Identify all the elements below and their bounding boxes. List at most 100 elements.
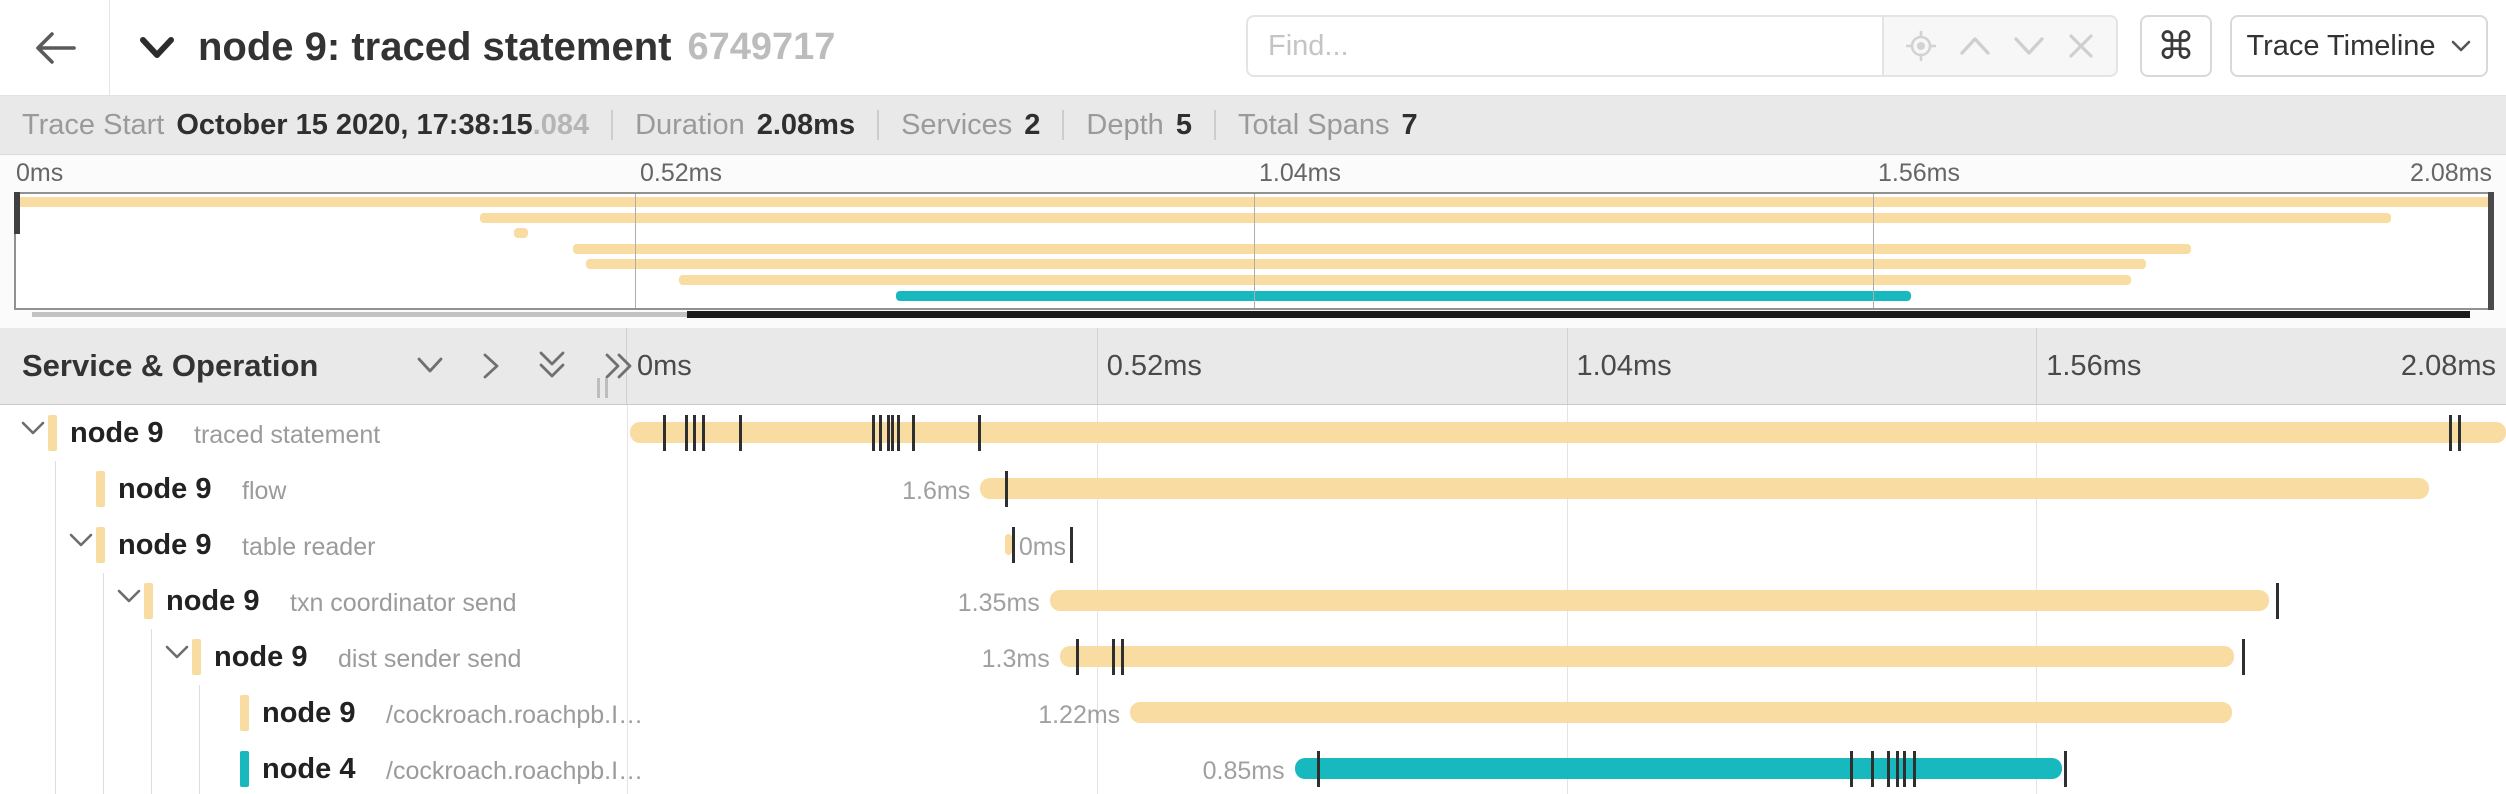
span-log-tick[interactable]	[1076, 639, 1080, 675]
summary-value: October 15 2020, 17:38:15	[176, 108, 533, 141]
summary-label: Duration	[635, 108, 745, 141]
span-log-tick[interactable]	[693, 415, 697, 451]
span-log-tick[interactable]	[663, 415, 667, 451]
span-row[interactable]: node 9 dist sender send 1.3ms	[0, 629, 2506, 685]
back-button[interactable]	[0, 0, 110, 95]
span-bar[interactable]	[980, 478, 2430, 499]
span-row[interactable]: node 4/cockroach.roachpb.I… 0.85ms	[0, 741, 2506, 794]
span-log-tick[interactable]	[2275, 583, 2279, 619]
span-bar[interactable]	[1004, 534, 1012, 555]
span-service-name[interactable]: node 4	[262, 753, 356, 785]
span-log-tick[interactable]	[1112, 639, 1116, 675]
minimap-ruler-label: 1.56ms	[1878, 159, 1960, 187]
span-operation-name[interactable]: /cockroach.roachpb.I…	[386, 701, 644, 729]
minimap-drag-handle-right[interactable]	[2488, 192, 2494, 310]
collapse-one-icon[interactable]	[415, 356, 445, 376]
span-bar[interactable]	[1130, 702, 2233, 723]
summary-label: Depth	[1086, 108, 1164, 141]
span-service-name[interactable]: node 9	[166, 585, 260, 617]
span-bar[interactable]	[1059, 646, 2235, 667]
summary-separator	[877, 110, 880, 140]
span-log-tick[interactable]	[1069, 527, 1073, 563]
span-log-tick[interactable]	[911, 415, 915, 451]
span-tree-chevron[interactable]	[116, 588, 142, 610]
span-service-name[interactable]: node 9	[118, 473, 212, 505]
minimap-drag-handle-left[interactable]	[14, 192, 20, 234]
span-log-tick[interactable]	[2449, 415, 2453, 451]
span-log-tick[interactable]	[1316, 751, 1320, 787]
minimap-gridline	[635, 194, 636, 308]
clear-search-icon[interactable]	[2066, 31, 2096, 61]
span-row[interactable]: node 9 traced statement	[0, 405, 2506, 461]
collapse-all-icon[interactable]	[537, 350, 567, 382]
span-log-tick[interactable]	[1004, 471, 1008, 507]
summary-value: 7	[1401, 108, 1418, 141]
span-tree-chevron[interactable]	[164, 644, 190, 666]
locate-icon[interactable]	[1904, 29, 1938, 63]
prev-result-icon[interactable]	[1958, 35, 1992, 57]
service-color-chip	[48, 415, 57, 451]
span-log-tick[interactable]	[1849, 751, 1853, 787]
span-duration-label: 0ms	[1018, 533, 1067, 561]
column-resizer-grip[interactable]	[597, 378, 608, 398]
minimap-ruler-label: 0ms	[16, 159, 64, 187]
summary-value-fraction: .084	[532, 108, 590, 141]
span-service-name[interactable]: node 9	[262, 697, 356, 729]
span-tree-chevron[interactable]	[20, 420, 46, 442]
span-log-tick[interactable]	[1871, 751, 1875, 787]
span-log-tick[interactable]	[1895, 751, 1899, 787]
indent-guide	[199, 741, 200, 794]
next-result-icon[interactable]	[2012, 35, 2046, 57]
span-log-tick[interactable]	[891, 415, 895, 451]
span-log-tick[interactable]	[685, 415, 689, 451]
span-row[interactable]: node 9/cockroach.roachpb.I… 1.22ms	[0, 685, 2506, 741]
expand-all-icon[interactable]	[603, 351, 635, 381]
column-divider	[627, 405, 628, 794]
minimap-viewport[interactable]	[14, 192, 2494, 310]
span-operation-name[interactable]: txn coordinator send	[290, 589, 517, 617]
summary-separator	[611, 110, 614, 140]
span-operation-name[interactable]: dist sender send	[338, 645, 522, 673]
keyboard-shortcuts-button[interactable]: ⌘	[2140, 15, 2212, 77]
span-row[interactable]: node 9 flow 1.6ms	[0, 461, 2506, 517]
span-operation-name[interactable]: traced statement	[194, 421, 381, 449]
timeline-tick-label: 1.56ms	[2046, 350, 2142, 382]
span-bar[interactable]	[629, 422, 2506, 443]
span-log-tick[interactable]	[1121, 639, 1125, 675]
span-operation-name[interactable]: flow	[242, 477, 287, 505]
page-header: node 9: traced statement 6749717	[0, 0, 2506, 96]
span-log-tick[interactable]	[872, 415, 876, 451]
span-log-tick[interactable]	[1912, 751, 1916, 787]
span-bar[interactable]	[1294, 758, 2063, 779]
span-service-name[interactable]: node 9	[118, 529, 212, 561]
indent-guide	[55, 517, 56, 573]
span-log-tick[interactable]	[1886, 751, 1890, 787]
span-log-tick[interactable]	[1012, 527, 1016, 563]
trace-collapse-toggle[interactable]	[138, 36, 176, 60]
span-log-tick[interactable]	[897, 415, 901, 451]
span-log-tick[interactable]	[2063, 751, 2067, 787]
span-service-name[interactable]: node 9	[214, 641, 308, 673]
span-bar[interactable]	[1049, 590, 2270, 611]
span-log-tick[interactable]	[702, 415, 706, 451]
indent-guide	[55, 629, 56, 685]
span-row[interactable]: node 9 txn coordinator send 1.35ms	[0, 573, 2506, 629]
span-log-tick[interactable]	[739, 415, 743, 451]
span-tree-chevron[interactable]	[68, 532, 94, 554]
view-selector-button[interactable]: Trace Timeline	[2230, 15, 2488, 77]
expand-one-icon[interactable]	[481, 351, 501, 381]
span-log-tick[interactable]	[2241, 639, 2245, 675]
span-log-tick[interactable]	[1902, 751, 1906, 787]
span-duration-label: 1.3ms	[981, 645, 1050, 673]
find-input[interactable]	[1246, 15, 1882, 77]
span-row[interactable]: node 9 table reader 0ms	[0, 517, 2506, 573]
span-log-tick[interactable]	[2457, 415, 2461, 451]
span-operation-name[interactable]: /cockroach.roachpb.I…	[386, 757, 644, 785]
span-log-tick[interactable]	[886, 415, 890, 451]
span-log-tick[interactable]	[879, 415, 883, 451]
span-operation-name[interactable]: table reader	[242, 533, 376, 561]
span-service-name[interactable]: node 9	[70, 417, 164, 449]
span-log-tick[interactable]	[977, 415, 981, 451]
scrollbar-track[interactable]	[32, 312, 687, 317]
scrollbar-thumb[interactable]	[687, 311, 2470, 318]
